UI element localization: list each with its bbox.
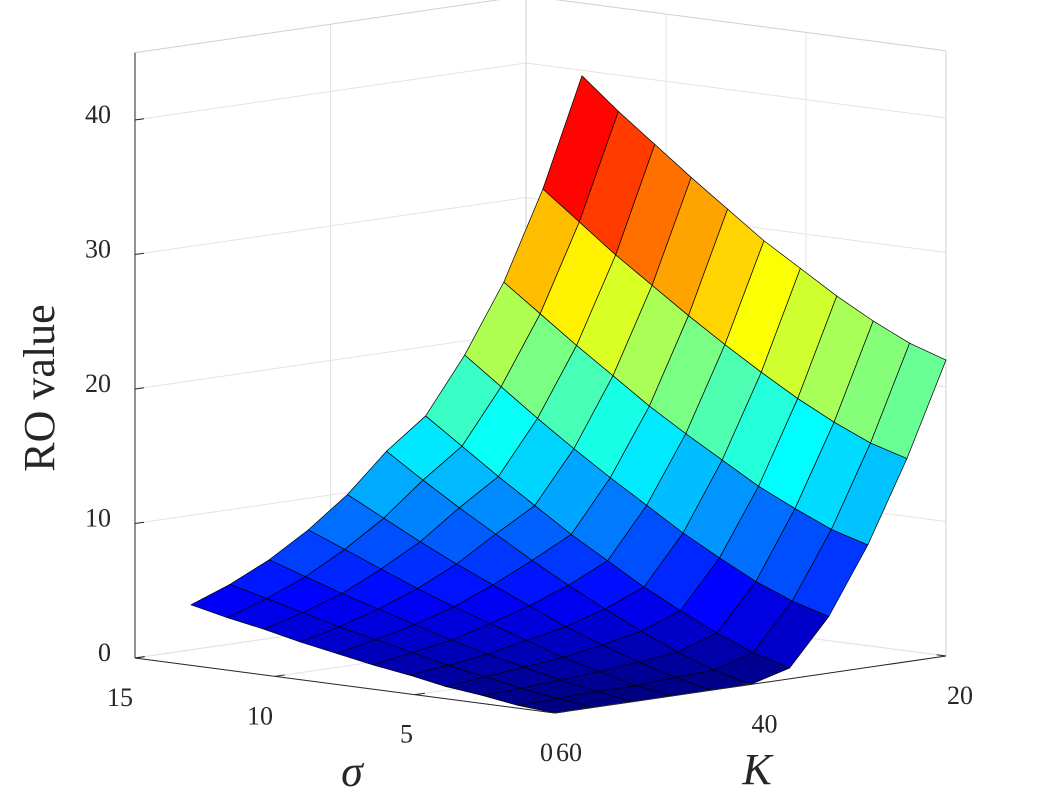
- x-tick: [274, 674, 285, 677]
- x-tick: [554, 711, 565, 714]
- x-tick-label: 10: [247, 701, 273, 730]
- box-edge: [134, 0, 501, 54]
- y-axis-label: K: [741, 745, 774, 794]
- y-tick: [936, 654, 947, 657]
- y-tick: [545, 711, 556, 714]
- y-tick: [741, 682, 751, 685]
- y-tick-label: 20: [947, 681, 973, 710]
- box-edge: [554, 0, 947, 52]
- x-axis-label: σ: [341, 747, 365, 796]
- y-tick-label: 40: [752, 709, 778, 738]
- z-tick-label: 0: [98, 638, 111, 667]
- z-tick: [134, 118, 145, 121]
- grid-line: [525, 62, 947, 119]
- x-tick-label: 5: [400, 720, 413, 749]
- x-tick-label: 15: [107, 683, 133, 712]
- z-tick: [134, 521, 145, 524]
- z-tick: [134, 252, 145, 255]
- z-tick-label: 20: [85, 369, 111, 398]
- x-tick: [134, 656, 145, 659]
- z-axis-label: RO value: [15, 304, 64, 471]
- x-tick-label: 0: [540, 738, 553, 767]
- z-tick-label: 10: [85, 503, 111, 532]
- z-tick: [134, 387, 145, 390]
- x-tick: [414, 692, 425, 696]
- x-axis: [134, 657, 556, 714]
- z-tick-label: 30: [85, 234, 111, 263]
- y-tick-label: 60: [556, 738, 582, 767]
- z-tick-label: 40: [85, 100, 111, 129]
